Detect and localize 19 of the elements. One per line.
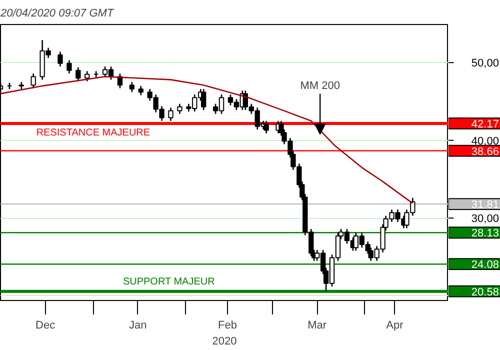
x-tick-label: Apr bbox=[386, 320, 404, 332]
x-tick-label: Jan bbox=[129, 320, 147, 332]
y-tick-label: 30,00 bbox=[471, 213, 499, 226]
x-tick-label: Mar bbox=[308, 320, 327, 332]
x-tick-label: Feb bbox=[218, 320, 237, 332]
y-tick-label: 40,00 bbox=[471, 135, 499, 148]
annotation: MM 200 bbox=[300, 80, 340, 92]
ref-line-label: 24.08 bbox=[471, 259, 499, 272]
ref-line-label: 42.17 bbox=[471, 118, 499, 130]
x-axis-title: 2020 bbox=[212, 336, 237, 348]
x-tick-label: Dec bbox=[36, 320, 56, 332]
ref-line-label: 31.81 bbox=[471, 199, 499, 212]
annotation: RESISTANCE MAJEURE bbox=[36, 127, 150, 138]
y-tick-label: 50,00 bbox=[471, 58, 499, 70]
ref-line-label: 28.13 bbox=[471, 228, 499, 240]
ref-line-label: 38.66 bbox=[471, 146, 499, 158]
ref-line-label: 20.58 bbox=[471, 286, 499, 298]
annotation: SUPPORT MAJEUR bbox=[122, 276, 215, 288]
chart-subtitle: 20/04/2020 09:07 GMT bbox=[0, 8, 115, 20]
